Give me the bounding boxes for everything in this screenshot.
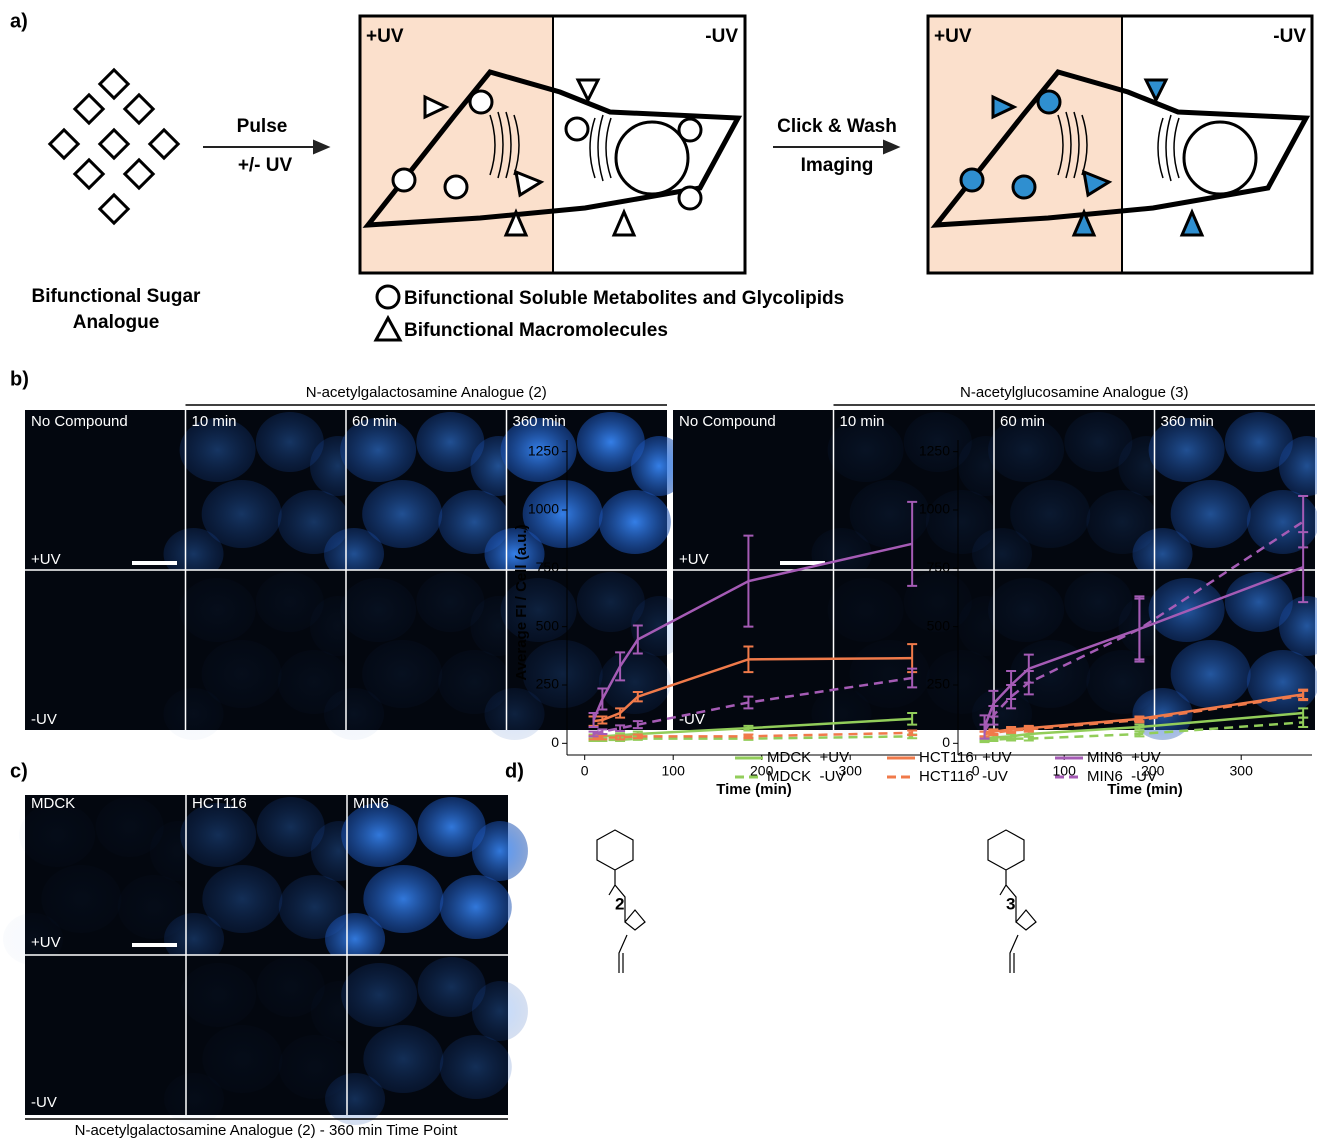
cell <box>164 1073 224 1125</box>
legend-label: MIN6 -UV <box>1087 768 1157 785</box>
micrograph <box>25 955 186 1115</box>
y-tick-label: 250 <box>927 676 951 692</box>
legend-text: Bifunctional Soluble Metabolites and Gly… <box>404 288 844 309</box>
column-label: 360 min <box>1161 413 1214 430</box>
figure: a) Bifunctional Sugar Analogue Pulse +/-… <box>0 0 1317 1139</box>
column-label: HCT116 <box>192 795 247 812</box>
arrow-label: Imaging <box>801 155 874 176</box>
legend-label: HCT116 -UV <box>919 768 1008 785</box>
uv-label: +UV <box>934 26 972 47</box>
y-tick-label: 750 <box>927 559 951 575</box>
y-tick-label: 0 <box>551 734 559 750</box>
legend-label: MIN6 +UV <box>1087 749 1161 766</box>
y-tick-label: 500 <box>536 617 560 633</box>
y-tick-label: 250 <box>536 676 560 692</box>
cell <box>341 963 417 1027</box>
y-tick-label: 750 <box>536 559 560 575</box>
legend-text: Bifunctional Macromolecules <box>404 320 668 341</box>
cell <box>472 821 528 881</box>
panel-label: b) <box>10 368 29 390</box>
cell <box>988 578 1064 642</box>
x-tick-label: 0 <box>581 763 589 779</box>
legend-circle <box>377 286 399 308</box>
sugar-diamonds <box>50 70 178 223</box>
column-label: 360 min <box>513 413 566 430</box>
column-label: MIN6 <box>353 795 389 812</box>
column-label: 60 min <box>1000 413 1045 430</box>
row-label: +UV <box>31 551 61 568</box>
legend-label: MDCK -UV <box>767 768 845 785</box>
arrow-label: Click & Wash <box>777 116 897 137</box>
column-label: 10 min <box>192 413 237 430</box>
cell <box>180 578 256 642</box>
sugar-label: Analogue <box>73 312 160 333</box>
cell <box>325 1073 385 1125</box>
panel-label: a) <box>10 10 28 32</box>
cell <box>472 981 528 1041</box>
caption: N-acetylgalactosamine Analogue (2) - 360… <box>75 1122 459 1139</box>
row-label: -UV <box>679 711 705 728</box>
micrograph <box>25 410 186 570</box>
column-label: 10 min <box>840 413 885 430</box>
compound-number: 3 <box>1006 894 1015 913</box>
panel-label: d) <box>505 760 524 782</box>
x-tick-label: 100 <box>662 763 686 779</box>
cell <box>440 875 512 939</box>
uv-label: -UV <box>1273 26 1306 47</box>
legend-label: MDCK +UV <box>767 749 849 766</box>
x-tick-label: 300 <box>1230 763 1254 779</box>
cell <box>180 803 256 867</box>
micrograph <box>673 570 834 730</box>
y-tick-label: 500 <box>927 617 951 633</box>
y-tick-label: 1000 <box>919 501 950 517</box>
page: { "panel_a": {"label": "a)", "arrow1_top… <box>0 0 1317 1139</box>
y-tick-label: 0 <box>942 734 950 750</box>
micrograph <box>673 410 834 570</box>
uv-box <box>928 16 1312 273</box>
cell <box>324 688 384 740</box>
y-tick-label: 1250 <box>919 442 950 458</box>
column-label: No Compound <box>31 413 128 430</box>
uv-box <box>360 16 745 273</box>
y-axis-label: Average FI / Cell (a.u.) <box>513 524 530 680</box>
cell <box>340 578 416 642</box>
group-title: N-acetylgalactosamine Analogue (2) <box>306 384 547 401</box>
cell <box>812 688 872 740</box>
column-label: 60 min <box>352 413 397 430</box>
cell <box>341 803 417 867</box>
cell <box>19 803 95 867</box>
row-label: +UV <box>31 934 61 951</box>
arrow-label: Pulse <box>237 116 288 137</box>
uv-label: +UV <box>366 26 404 47</box>
cell <box>440 1035 512 1099</box>
y-tick-label: 1000 <box>528 501 559 517</box>
y-tick-label: 1250 <box>528 442 559 458</box>
cell <box>485 688 545 740</box>
micrograph <box>25 570 186 730</box>
cell <box>1247 650 1317 714</box>
row-label: -UV <box>31 1094 57 1111</box>
panel-label: c) <box>10 760 28 782</box>
sugar-label: Bifunctional Sugar <box>32 286 202 307</box>
column-label: No Compound <box>679 413 776 430</box>
cell <box>599 650 671 714</box>
cell <box>599 490 671 554</box>
row-label: -UV <box>31 711 57 728</box>
arrow-label: +/- UV <box>238 155 293 176</box>
cell <box>1247 490 1317 554</box>
group-title: N-acetylglucosamine Analogue (3) <box>960 384 1188 401</box>
compound-number: 2 <box>615 894 624 913</box>
column-label: MDCK <box>31 795 75 812</box>
legend-label: HCT116 +UV <box>919 749 1012 766</box>
uv-label: -UV <box>705 26 738 47</box>
cell <box>164 688 224 740</box>
cell <box>828 578 904 642</box>
row-label: +UV <box>679 551 709 568</box>
legend-triangle <box>376 318 400 340</box>
cell <box>180 963 256 1027</box>
